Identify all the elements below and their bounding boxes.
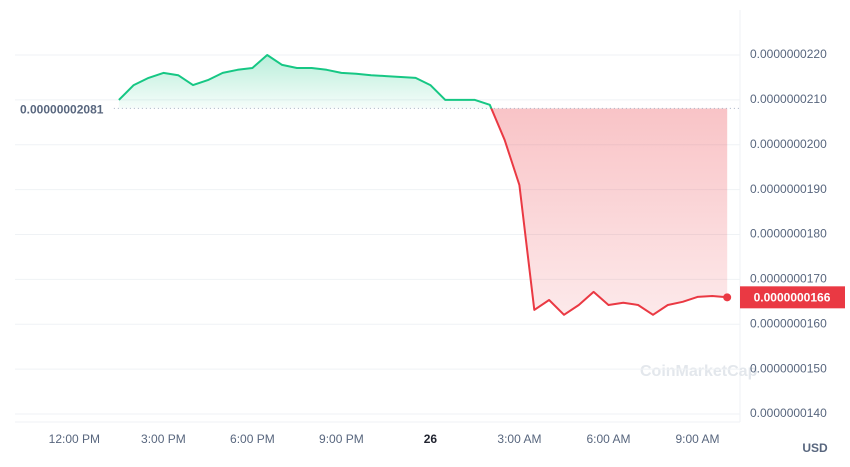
x-tick-label: 12:00 PM xyxy=(49,432,100,446)
price-area xyxy=(118,55,728,315)
x-tick-label: 26 xyxy=(424,432,438,446)
x-tick-label: 3:00 PM xyxy=(141,432,186,446)
y-tick-label: 0.0000000150 xyxy=(750,361,827,375)
x-tick-label: 3:00 AM xyxy=(497,432,541,446)
x-tick-label: 6:00 AM xyxy=(586,432,630,446)
y-tick-label: 0.0000000180 xyxy=(750,227,827,241)
y-tick-label: 0.0000000200 xyxy=(750,137,827,151)
price-tag xyxy=(740,286,845,309)
last-point xyxy=(723,293,732,302)
x-tick-label: 9:00 AM xyxy=(675,432,719,446)
price-tag-label: 0.0000000166 xyxy=(754,290,831,304)
y-tick-label: 0.0000000220 xyxy=(750,47,827,61)
y-tick-label: 0.0000000170 xyxy=(750,272,827,286)
baseline-label: 0.00000002081 xyxy=(20,103,104,117)
watermark: CoinMarketCap xyxy=(640,363,758,380)
y-tick-label: 0.0000000210 xyxy=(750,92,827,106)
y-tick-label: 0.0000000190 xyxy=(750,182,827,196)
y-tick-label: 0.0000000160 xyxy=(750,316,827,330)
y-tick-label: 0.0000000140 xyxy=(750,406,827,420)
x-tick-label: 6:00 PM xyxy=(230,432,275,446)
x-tick-label: 9:00 PM xyxy=(319,432,364,446)
currency-label: USD xyxy=(802,441,828,455)
price-line xyxy=(118,54,728,316)
